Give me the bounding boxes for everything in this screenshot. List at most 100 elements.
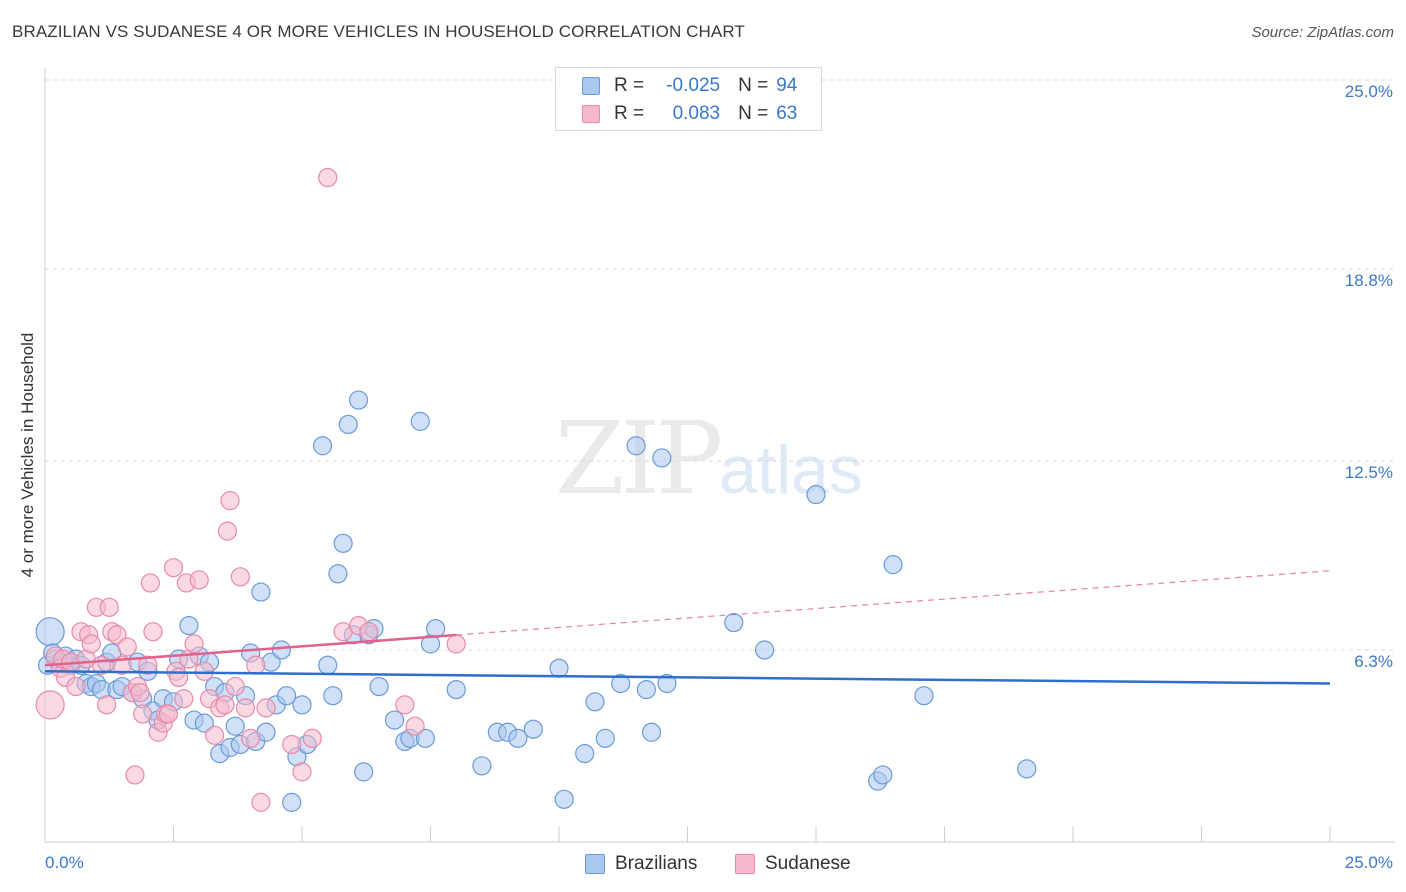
bottom-legend-label-sudanese: Sudanese [765, 853, 851, 874]
brazilian-point [348, 390, 369, 410]
brazilian-point [225, 716, 245, 736]
sudanese-point [230, 567, 250, 587]
y-tick-label: 18.8% [1345, 271, 1393, 290]
sudanese-point [117, 637, 137, 657]
sudanese-point [246, 655, 266, 675]
x-tick-label: 25.0% [1345, 853, 1393, 872]
brazilian-point [415, 728, 435, 748]
sudanese-point [235, 698, 256, 718]
brazilian-trend-line [44, 670, 1331, 685]
sudanese-trend-line [44, 633, 457, 667]
brazilian-point [328, 564, 348, 584]
brazilian-point [271, 640, 292, 660]
sudanese-point [215, 695, 235, 715]
sudanese-point [446, 634, 466, 654]
brazilian-point [338, 414, 358, 435]
sudanese-point [143, 622, 163, 642]
brazilian-point [384, 710, 405, 730]
sudanese-point [130, 683, 150, 703]
sudanese-point [35, 690, 65, 720]
bottom-legend-brazilians: Brazilians [585, 851, 697, 877]
sudanese-point [405, 716, 425, 736]
sudanese-point [217, 521, 238, 541]
sudanese-point [292, 762, 312, 782]
legend-n-value: 94 [776, 75, 798, 96]
x-tick-label: 0.0% [45, 853, 84, 872]
brazilian-point [626, 436, 646, 456]
sudanese-point [140, 573, 160, 593]
brazilian-point [251, 582, 271, 602]
brazilian-point [724, 612, 744, 633]
brazilian-point [575, 744, 595, 764]
watermark: ZIPatlas [555, 400, 863, 517]
brazilian-point [282, 792, 302, 812]
brazilian-point [636, 679, 656, 700]
sudanese-point [220, 491, 240, 511]
sudanese-point [125, 765, 145, 785]
sudanese-point [194, 661, 214, 681]
stats-legend: R = -0.025 N = 94 R = 0.083 N = 63 [555, 67, 822, 131]
legend-r-label: R = [614, 103, 645, 124]
brazilian-point [410, 411, 430, 431]
brazilian-point [369, 676, 389, 697]
sudanese-point [158, 704, 178, 724]
sudanese-point [184, 634, 204, 654]
brazilian-point [873, 765, 893, 785]
legend-r-label: R = [614, 75, 645, 96]
bottom-legend-swatch-sudanese [735, 854, 755, 874]
sudanese-point [205, 725, 225, 745]
brazilian-point [611, 673, 631, 694]
y-tick-label: 6.3% [1354, 652, 1393, 671]
sudanese-point [133, 704, 153, 724]
bottom-legend-sudanese: Sudanese [735, 851, 851, 877]
sudanese-point [66, 676, 86, 697]
legend-row-sudanese: R = 0.083 N = 63 [582, 102, 797, 126]
legend-row-brazilians: R = -0.025 N = 94 [582, 74, 797, 98]
legend-r-value: 0.083 [672, 103, 721, 124]
sudanese-point [174, 689, 194, 709]
sudanese-point [359, 622, 379, 642]
y-tick-label: 12.5% [1345, 463, 1393, 482]
brazilian-point [333, 533, 353, 553]
brazilian-point [179, 615, 199, 636]
sudanese-point [256, 698, 276, 718]
brazilian-point [194, 713, 214, 733]
brazilian-point [595, 728, 615, 748]
brazilian-point [318, 655, 338, 675]
brazilian-point [472, 756, 492, 776]
sudanese-point [241, 728, 261, 748]
chart-source: Source: ZipAtlas.com [1251, 24, 1394, 41]
brazilian-point [354, 762, 374, 782]
brazilian-point [35, 617, 65, 647]
brazilian-point [554, 789, 574, 809]
brazilian-point [652, 448, 672, 468]
legend-r-value: -0.025 [666, 75, 721, 96]
brazilian-point [754, 640, 775, 660]
brazilian-point [883, 555, 903, 575]
legend-n-label: N = [738, 103, 769, 124]
y-tick-label: 25.0% [1345, 82, 1393, 101]
brazilian-point [657, 673, 677, 694]
sudanese-point [163, 558, 184, 578]
sudanese-point [318, 167, 338, 188]
brazilian-point [276, 686, 297, 706]
legend-swatch-sudanese [582, 105, 600, 123]
brazilian-point [549, 658, 569, 678]
legend-n-value: 63 [776, 103, 798, 124]
brazilian-point [1017, 759, 1037, 779]
sudanese-point [251, 792, 271, 812]
brazilian-point [323, 686, 343, 706]
sudanese-point [225, 676, 245, 697]
brazilian-point [312, 436, 333, 456]
legend-n-label: N = [738, 75, 769, 96]
sudanese-point [189, 570, 209, 590]
sudanese-point [395, 695, 415, 715]
sudanese-trend-extension [456, 570, 1331, 636]
watermark-zip: ZIP [555, 400, 723, 517]
bottom-legend-swatch-brazilians [585, 854, 605, 874]
brazilian-point [641, 722, 662, 742]
brazilian-point [806, 484, 826, 505]
brazilian-point [508, 728, 528, 748]
watermark-atlas: atlas [719, 432, 863, 508]
